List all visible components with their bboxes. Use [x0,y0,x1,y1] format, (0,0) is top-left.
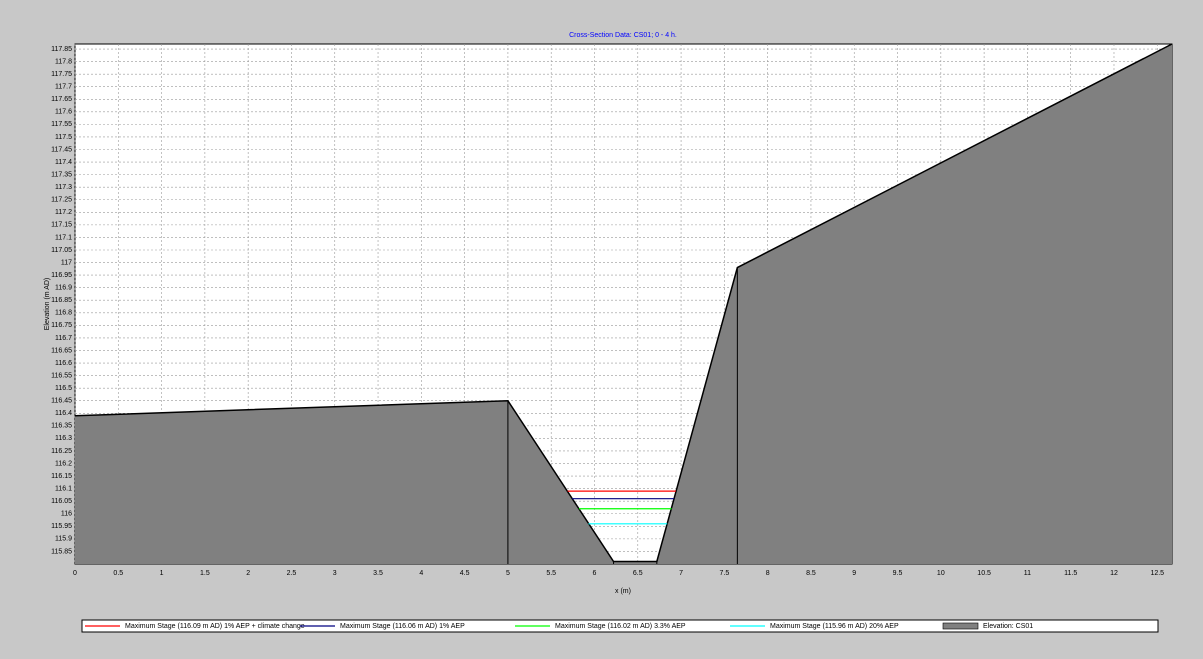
x-tick-label: 4 [419,570,423,577]
y-tick-label: 116.5 [55,385,72,392]
y-tick-label: 117.1 [55,234,72,241]
x-tick-label: 11 [1024,570,1031,577]
y-tick-label: 116.55 [51,372,72,379]
y-tick-label: 117.4 [55,159,72,166]
y-tick-label: 117.35 [51,171,72,178]
y-tick-label: 117.2 [55,209,72,216]
y-tick-label: 116.6 [55,360,72,367]
x-tick-label: 5 [506,570,510,577]
y-tick-label: 115.85 [51,548,72,555]
x-tick-label: 4.5 [460,570,470,577]
legend-swatch [942,622,979,630]
chart-title: Cross-Section Data: CS01; 0 - 4 h. [569,32,677,39]
y-tick-label: 116 [61,511,72,518]
x-tick-label: 1 [160,570,164,577]
x-axis-label: x (m) [615,588,631,595]
y-tick-label: 115.95 [51,523,72,530]
y-tick-label: 117 [61,259,72,266]
x-tick-label: 8.5 [806,570,816,577]
y-tick-label: 117.85 [51,46,72,53]
x-tick-label: 0.5 [113,570,123,577]
y-tick-label: 117.25 [51,197,72,204]
x-tick-label: 11.5 [1064,570,1077,577]
y-tick-label: 116.3 [55,435,72,442]
x-tick-label: 8 [766,570,770,577]
legend-label: Maximum Stage (115.96 m AD) 20% AEP [770,623,899,630]
y-tick-label: 116.65 [51,347,72,354]
x-tick-label: 3 [333,570,337,577]
x-tick-label: 6 [593,570,597,577]
x-tick-label: 6.5 [633,570,643,577]
elevation-line [74,43,1173,563]
legend-label: Maximum Stage (116.06 m AD) 1% AEP [340,623,465,630]
x-tick-label: 2.5 [287,570,297,577]
legend-label: Elevation: CS01 [983,623,1033,630]
y-tick-label: 116.1 [55,485,72,492]
x-tick-label: 5.5 [546,570,556,577]
y-tick-label: 116.8 [55,310,72,317]
x-tick-label: 9 [852,570,856,577]
x-tick-label: 10 [937,570,945,577]
y-tick-label: 116.9 [55,285,72,292]
y-tick-label: 116.45 [51,398,72,405]
x-tick-label: 1.5 [200,570,210,577]
y-tick-label: 117.55 [51,121,72,128]
y-tick-label: 116.95 [51,272,72,279]
y-tick-label: 117.65 [51,96,72,103]
x-tick-label: 7 [679,570,683,577]
y-tick-label: 117.15 [51,222,72,229]
y-tick-label: 116.7 [55,335,72,342]
y-tick-label: 117.6 [55,109,72,116]
y-tick-label: 116.15 [51,473,72,480]
y-tick-label: 117.8 [55,58,72,65]
legend-label: Maximum Stage (116.02 m AD) 3.3% AEP [555,623,686,630]
x-tick-label: 0 [73,570,77,577]
x-tick-label: 2 [246,570,250,577]
y-tick-label: 116.4 [55,410,72,417]
x-tick-label: 9.5 [893,570,903,577]
legend-label: Maximum Stage (116.09 m AD) 1% AEP + cli… [125,623,305,630]
y-tick-label: 116.35 [51,423,72,430]
y-tick-label: 117.5 [55,134,72,141]
y-axis-label: Elevation (m AD) [44,278,51,331]
y-tick-label: 116.05 [51,498,72,505]
y-tick-label: 117.75 [51,71,72,78]
x-tick-label: 3.5 [373,570,383,577]
x-tick-label: 12.5 [1150,570,1164,577]
y-tick-label: 117.05 [51,247,72,254]
y-tick-label: 117.3 [55,184,72,191]
y-tick-label: 117.45 [51,146,72,153]
x-tick-label: 7.5 [720,570,730,577]
y-tick-label: 116.2 [55,460,72,467]
x-tick-label: 10.5 [977,570,991,577]
y-tick-label: 116.25 [51,448,72,455]
y-tick-label: 116.75 [51,322,72,329]
y-tick-label: 115.9 [55,536,72,543]
x-tick-label: 12 [1110,570,1118,577]
elevation-area [75,44,1172,564]
y-tick-label: 117.7 [55,84,72,91]
legend [81,619,1159,633]
y-tick-label: 116.85 [51,297,72,304]
